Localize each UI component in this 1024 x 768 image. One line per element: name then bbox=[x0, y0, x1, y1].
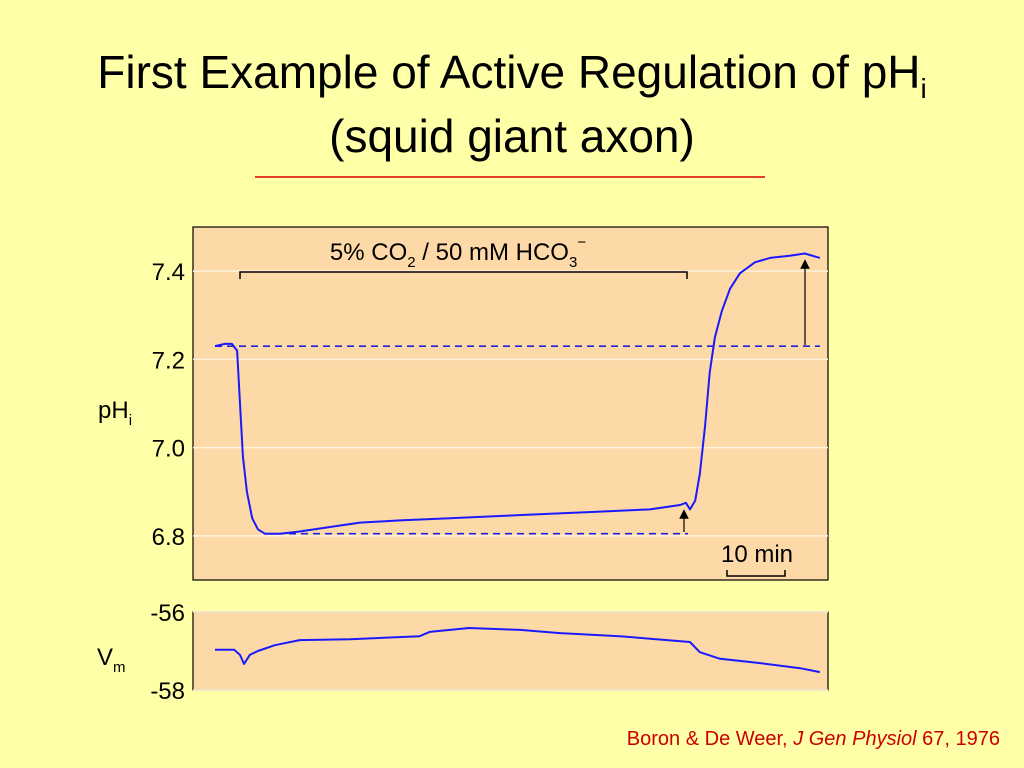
title-text: First Example of Active Regulation of pH bbox=[97, 46, 920, 98]
y-tick-label: -58 bbox=[150, 678, 185, 705]
y-label-sub: m bbox=[113, 659, 126, 676]
title: First Example of Active Regulation of pH… bbox=[97, 46, 927, 104]
scale-bar bbox=[726, 570, 786, 577]
citation: Boron & De Weer, J Gen Physiol 67, 1976 bbox=[627, 728, 1000, 750]
scale-bar-label: 10 min bbox=[721, 541, 793, 568]
annotation: 5% CO2 / 50 mM HCO3− bbox=[330, 234, 586, 271]
y-label: Vm bbox=[97, 644, 126, 676]
y-tick-label: 7.4 bbox=[152, 259, 185, 286]
bracket bbox=[239, 271, 688, 279]
plots: 7.4 7.2 7.0 6.8 -56 -58 bbox=[150, 226, 829, 705]
subtitle: (squid giant axon) bbox=[329, 110, 695, 162]
title-subscript: i bbox=[921, 73, 927, 104]
data-line bbox=[215, 627, 821, 674]
plot-area bbox=[192, 226, 829, 581]
y-label-text: pH bbox=[98, 397, 129, 424]
annotation-sup: − bbox=[577, 234, 586, 251]
annotation-sub: 2 bbox=[407, 254, 415, 271]
citation-details: 67, 1976 bbox=[917, 728, 1000, 750]
y-label-sub: i bbox=[129, 412, 132, 429]
y-label-text: V bbox=[97, 644, 113, 671]
annotation-part: 5% CO bbox=[330, 239, 407, 266]
data-line bbox=[214, 252, 821, 535]
annotation-part: / 50 mM HCO bbox=[416, 239, 569, 266]
citation-journal: J Gen Physiol bbox=[792, 728, 917, 750]
y-tick-label: 6.8 bbox=[152, 524, 185, 551]
plot-area bbox=[192, 611, 829, 691]
y-tick-label: 7.0 bbox=[152, 436, 185, 463]
annotation-sub: 3 bbox=[569, 254, 577, 271]
y-tick-label: 7.2 bbox=[152, 347, 185, 374]
y-tick-label: -56 bbox=[150, 600, 185, 627]
citation-authors: Boron & De Weer, bbox=[627, 728, 793, 750]
y-label: pHi bbox=[98, 397, 132, 429]
